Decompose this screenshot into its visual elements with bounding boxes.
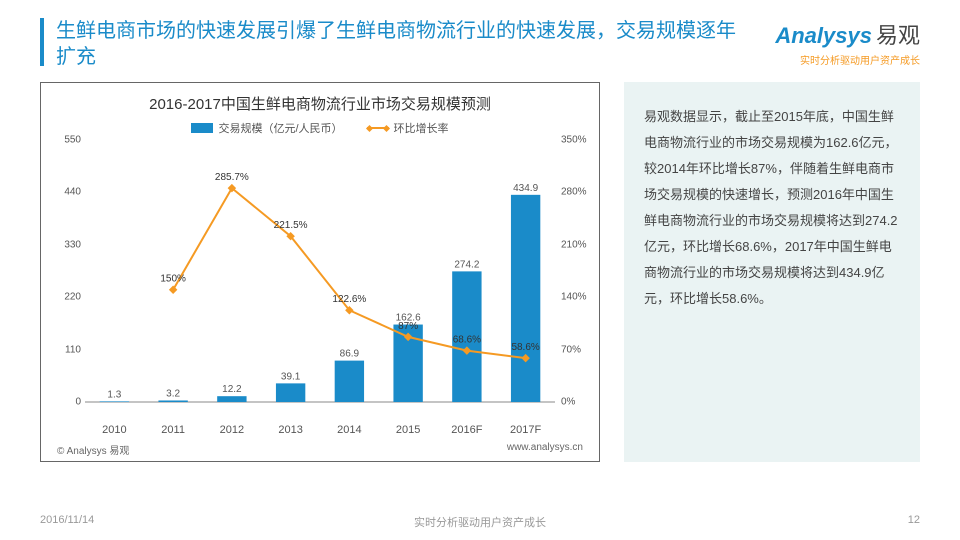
legend-bar-swatch <box>191 123 213 133</box>
chart-source-right: www.analysys.cn <box>507 442 583 457</box>
svg-text:87%: 87% <box>398 321 418 332</box>
svg-text:285.7%: 285.7% <box>215 172 249 183</box>
chart-footer: © Analysys 易观 www.analysys.cn <box>55 442 585 457</box>
chart-box: 2016-2017中国生鲜电商物流行业市场交易规模预测 交易规模（亿元/人民币）… <box>40 82 600 462</box>
legend-line-swatch <box>367 127 389 129</box>
x-tick: 2012 <box>220 424 244 436</box>
legend: 交易规模（亿元/人民币） 环比增长率 <box>55 120 585 136</box>
y2-tick: 0% <box>561 397 589 408</box>
legend-line: 环比增长率 <box>367 120 449 136</box>
svg-text:122.6%: 122.6% <box>332 294 366 305</box>
chart-container: 2016-2017中国生鲜电商物流行业市场交易规模预测 交易规模（亿元/人民币）… <box>40 82 600 462</box>
footer-date: 2016/11/14 <box>40 514 94 526</box>
logo-cn: 易观 <box>876 23 920 48</box>
x-tick: 2015 <box>396 424 420 436</box>
logo: Analysys易观 实时分析驱动用户资产成长 <box>775 18 920 67</box>
chart-title: 2016-2017中国生鲜电商物流行业市场交易规模预测 <box>55 93 585 114</box>
header: 生鲜电商市场的快速发展引爆了生鲜电商物流行业的快速发展，交易规模逐年扩充 Ana… <box>0 0 960 70</box>
svg-text:86.9: 86.9 <box>340 349 360 360</box>
y2-tick: 350% <box>561 135 589 146</box>
footer-center: 实时分析驱动用户资产成长 <box>414 514 546 530</box>
y1-tick: 110 <box>53 344 81 355</box>
y2-tick: 140% <box>561 292 589 303</box>
x-tick: 2011 <box>161 424 185 436</box>
legend-bar: 交易规模（亿元/人民币） <box>191 120 342 136</box>
accent-bar <box>40 18 44 66</box>
svg-text:3.2: 3.2 <box>166 388 180 399</box>
page-title: 生鲜电商市场的快速发展引爆了生鲜电商物流行业的快速发展，交易规模逐年扩充 <box>56 18 755 70</box>
page-footer: 2016/11/14 实时分析驱动用户资产成长 12 <box>40 514 920 526</box>
svg-text:434.9: 434.9 <box>513 183 538 194</box>
y1-tick: 330 <box>53 239 81 250</box>
svg-text:221.5%: 221.5% <box>274 220 308 231</box>
svg-text:274.2: 274.2 <box>454 259 479 270</box>
footer-page: 12 <box>908 514 920 526</box>
x-tick: 2010 <box>102 424 126 436</box>
y2-tick: 280% <box>561 187 589 198</box>
svg-text:1.3: 1.3 <box>107 389 121 400</box>
legend-line-label: 环比增长率 <box>394 120 449 136</box>
x-tick: 2016F <box>451 424 482 436</box>
logo-tagline: 实时分析驱动用户资产成长 <box>775 52 920 67</box>
y1-tick: 440 <box>53 187 81 198</box>
svg-text:68.6%: 68.6% <box>453 335 481 346</box>
x-tick: 2014 <box>337 424 361 436</box>
legend-bar-label: 交易规模（亿元/人民币） <box>218 120 342 136</box>
plot-area: 1.33.212.239.186.9162.6274.2434.9150%285… <box>85 140 555 420</box>
y1-tick: 550 <box>53 135 81 146</box>
chart-source-left: © Analysys 易观 <box>57 442 129 457</box>
main: 2016-2017中国生鲜电商物流行业市场交易规模预测 交易规模（亿元/人民币）… <box>0 70 960 462</box>
sidebox: 易观数据显示，截止至2015年底，中国生鲜电商物流行业的市场交易规模为162.6… <box>624 82 920 462</box>
y1-tick: 220 <box>53 292 81 303</box>
y2-tick: 70% <box>561 344 589 355</box>
x-tick: 2013 <box>278 424 302 436</box>
svg-text:58.6%: 58.6% <box>511 342 539 353</box>
x-tick: 2017F <box>510 424 541 436</box>
logo-brand: Analysys <box>775 23 872 48</box>
y2-tick: 210% <box>561 239 589 250</box>
y1-tick: 0 <box>53 397 81 408</box>
svg-text:39.1: 39.1 <box>281 371 301 382</box>
svg-text:150%: 150% <box>160 274 186 285</box>
svg-text:12.2: 12.2 <box>222 384 242 395</box>
